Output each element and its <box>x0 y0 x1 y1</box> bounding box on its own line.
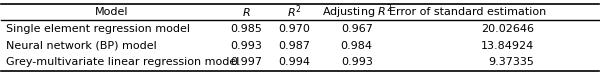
Text: Grey-multivariate linear regression model: Grey-multivariate linear regression mode… <box>6 57 239 67</box>
Text: Error of standard estimation: Error of standard estimation <box>389 7 546 17</box>
Text: 20.02646: 20.02646 <box>481 24 534 34</box>
Text: $R$: $R$ <box>242 6 251 18</box>
Text: Single element regression model: Single element regression model <box>6 24 190 34</box>
Text: 0.993: 0.993 <box>341 57 373 67</box>
Text: 0.993: 0.993 <box>230 41 262 51</box>
Text: $R^2$: $R^2$ <box>287 4 301 20</box>
Text: 0.967: 0.967 <box>341 24 373 34</box>
Text: 0.970: 0.970 <box>278 24 310 34</box>
Text: Neural network (BP) model: Neural network (BP) model <box>6 41 157 51</box>
Text: 0.984: 0.984 <box>341 41 373 51</box>
Text: 13.84924: 13.84924 <box>481 41 534 51</box>
Text: 0.997: 0.997 <box>230 57 262 67</box>
Text: 0.985: 0.985 <box>230 24 262 34</box>
Text: Adjusting $R^2$: Adjusting $R^2$ <box>322 3 392 21</box>
Text: 9.37335: 9.37335 <box>488 57 534 67</box>
Text: 0.987: 0.987 <box>278 41 310 51</box>
Text: 0.994: 0.994 <box>278 57 310 67</box>
Text: Model: Model <box>95 7 128 17</box>
